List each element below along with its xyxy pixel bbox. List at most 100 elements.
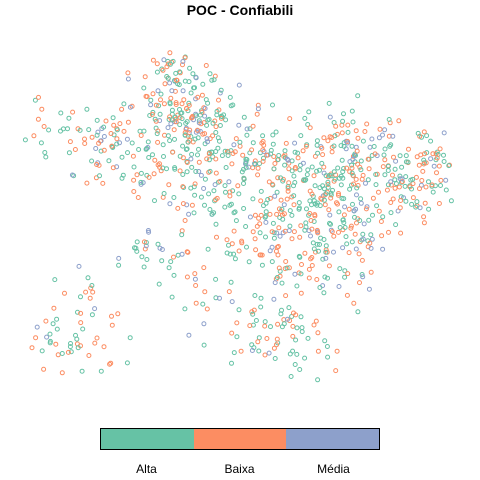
map-point-média [117,140,122,146]
map-point-baixa [319,196,325,202]
map-point-média [249,348,255,353]
map-point-baixa [110,165,116,171]
map-point-alta [426,179,431,185]
map-point-baixa [264,336,270,341]
map-point-alta [170,117,175,123]
map-point-baixa [290,333,296,339]
map-point-alta [89,158,95,164]
map-point-alta [80,326,86,332]
map-point-baixa [285,185,291,191]
map-point-alta [302,355,308,361]
map-point-alta [402,183,408,189]
map-point-baixa [320,152,326,158]
map-point-baixa [351,181,356,187]
map-point-média [127,104,133,110]
map-point-baixa [348,225,354,231]
map-point-baixa [254,111,260,117]
map-point-alta [424,133,430,139]
map-point-alta [321,290,327,296]
map-point-baixa [269,181,275,187]
map-point-alta [303,177,309,183]
map-point-alta [247,126,253,132]
map-point-média [226,179,232,185]
map-point-média [277,233,283,239]
map-point-alta [317,167,322,173]
map-point-baixa [307,125,313,131]
map-point-baixa [355,161,361,167]
map-point-alta [166,265,172,271]
map-point-média [376,135,382,141]
map-point-alta [169,107,175,113]
map-point-baixa [417,186,422,192]
map-point-baixa [179,101,185,107]
map-point-baixa [276,225,282,231]
map-point-alta [212,198,218,204]
map-point-baixa [201,265,207,271]
map-point-média [167,201,173,207]
map-point-baixa [207,136,213,142]
map-point-alta [192,192,198,198]
map-point-alta [349,170,355,176]
map-point-baixa [336,192,341,198]
map-point-média [363,180,368,186]
map-point-alta [349,239,355,245]
map-point-baixa [41,366,47,372]
map-point-alta [336,175,342,181]
map-point-baixa [84,180,90,186]
map-point-baixa [311,322,317,328]
map-point-alta [224,250,230,256]
map-point-baixa [273,248,279,254]
map-point-baixa [326,263,332,269]
map-point-alta [360,138,366,144]
map-point-alta [183,120,189,126]
map-point-alta [331,143,337,149]
map-point-alta [263,234,268,240]
map-point-média [281,202,287,208]
map-point-baixa [309,263,315,268]
map-point-média [390,133,396,139]
map-point-baixa [303,143,309,149]
map-point-baixa [376,208,382,214]
map-point-baixa [421,214,427,220]
map-point-baixa [300,148,306,154]
map-point-alta [59,351,65,356]
map-point-alta [154,131,160,137]
map-point-alta [426,206,432,212]
map-point-alta [206,191,212,197]
legend-label-baixa: Baixa [224,462,255,476]
map-point-baixa [184,160,190,165]
map-point-média [165,125,171,131]
map-point-média [300,160,306,166]
map-point-alta [338,182,344,188]
map-point-alta [39,348,45,354]
map-point-alta [207,71,213,77]
map-point-alta [43,154,49,160]
map-point-média [340,245,346,251]
map-point-baixa [70,109,76,115]
map-point-alta [352,214,357,220]
map-point-alta [303,220,309,226]
map-point-alta [217,123,223,128]
map-point-alta [310,240,316,246]
map-point-baixa [55,352,61,358]
map-point-alta [77,127,83,133]
map-point-baixa [155,128,161,134]
map-point-alta [250,311,256,317]
map-point-alta [147,113,153,118]
map-point-baixa [312,213,318,219]
map-point-baixa [329,229,335,235]
map-point-baixa [160,67,166,73]
map-point-alta [327,220,332,226]
map-point-alta [345,129,351,135]
map-point-alta [183,147,189,152]
map-point-alta [325,184,331,190]
map-point-alta [318,235,324,241]
map-point-baixa [277,273,283,279]
map-point-alta [196,146,201,152]
map-point-alta [138,170,144,176]
map-point-média [380,132,385,138]
map-point-baixa [266,179,272,185]
map-point-média [358,200,364,206]
map-point-baixa [293,312,299,318]
map-point-alta [273,129,279,135]
